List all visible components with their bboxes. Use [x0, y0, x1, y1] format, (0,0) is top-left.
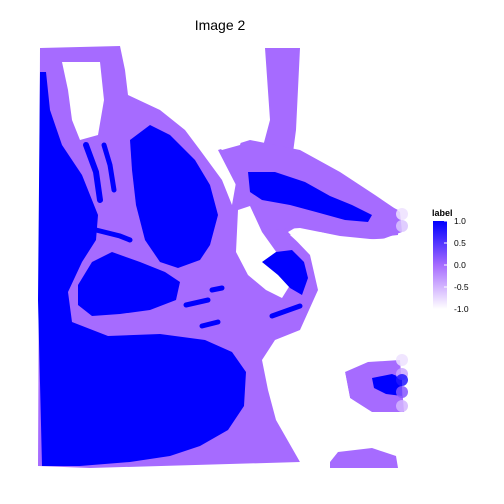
- object-layer: [38, 72, 402, 466]
- object-strand-5: [199, 319, 221, 329]
- legend-tick-label: 0.5: [454, 238, 466, 248]
- object-region-center-left: [78, 252, 180, 316]
- legend-ticks: 1.0 0.5 0.0 -0.5 -1.0: [444, 216, 469, 314]
- heatmap-panel: [38, 46, 408, 468]
- legend-colorbar: [433, 221, 447, 309]
- legend-tick-label: -1.0: [454, 304, 469, 314]
- object-region-center: [130, 125, 218, 268]
- background-hole-top-mid: [125, 60, 248, 150]
- object-region-lower-right: [372, 374, 402, 396]
- legend: label 1.0 0.5 0.0 -0.5 -1.0: [432, 208, 469, 314]
- object-region-left: [38, 72, 246, 466]
- edge-marker: [396, 386, 408, 398]
- background-layer: [62, 60, 400, 462]
- edge-marker: [396, 400, 408, 412]
- object-strand-7: [209, 285, 225, 293]
- edge-marker: [396, 354, 408, 366]
- chart-title: Image 2: [195, 17, 246, 33]
- edge-markers: [396, 208, 408, 412]
- object-strand-1: [83, 142, 103, 203]
- boundary-region-bottom: [330, 448, 398, 468]
- legend-title: label: [432, 208, 453, 218]
- object-region-mid-right: [262, 250, 308, 295]
- background-hole-right: [290, 232, 400, 355]
- legend-tick-label: 1.0: [454, 216, 466, 226]
- legend-tick-label: 0.0: [454, 260, 466, 270]
- object-strand-4: [183, 297, 211, 308]
- object-strand-3: [93, 227, 133, 243]
- background-hole-top-left: [62, 62, 104, 140]
- edge-marker: [396, 374, 408, 386]
- object-strand-6: [269, 303, 303, 319]
- legend-tick-label: -0.5: [454, 282, 469, 292]
- background-hole-lower-right: [270, 350, 400, 462]
- object-region-upper-right: [248, 172, 372, 222]
- edge-marker: [396, 220, 408, 232]
- edge-marker: [396, 208, 408, 220]
- object-strand-2: [101, 142, 117, 193]
